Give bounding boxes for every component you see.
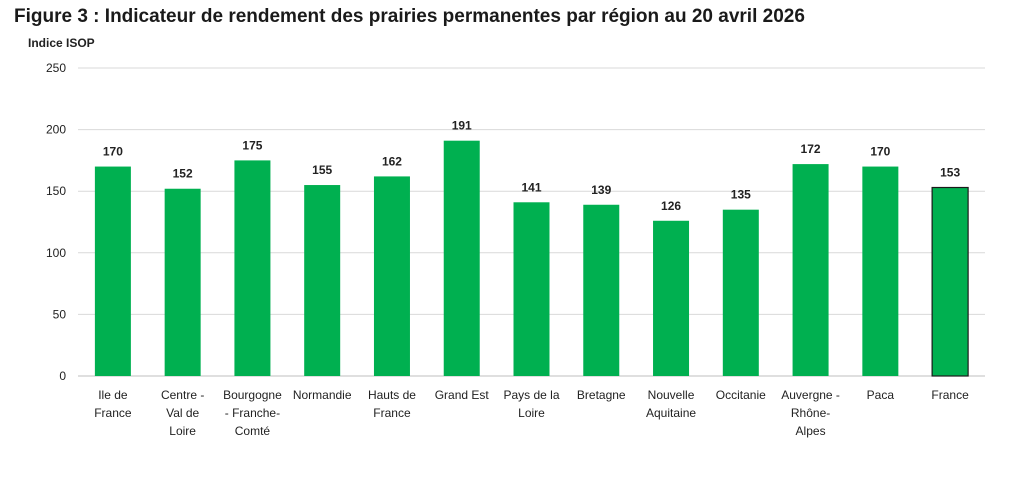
category-label: Bourgogne - Franche-Comté bbox=[223, 388, 282, 438]
y-axis-label: Indice ISOP bbox=[28, 36, 95, 50]
data-label: 162 bbox=[382, 154, 402, 168]
category-label: Paca bbox=[867, 388, 895, 402]
category-labels: Ile de France Centre -Val de Loire Bourgogne… bbox=[94, 388, 969, 438]
bar bbox=[653, 220, 690, 376]
bar bbox=[862, 166, 899, 376]
bar bbox=[304, 185, 341, 376]
bar bbox=[792, 164, 829, 376]
y-tick-label: 250 bbox=[46, 61, 66, 75]
data-label: 152 bbox=[173, 167, 193, 181]
bar bbox=[931, 186, 969, 377]
bar bbox=[513, 202, 550, 376]
data-label: 135 bbox=[731, 188, 751, 202]
category-label: Normandie bbox=[293, 388, 352, 402]
y-tick-label: 50 bbox=[53, 307, 67, 321]
category-label: Grand Est bbox=[435, 388, 490, 402]
y-tick-label: 0 bbox=[59, 369, 66, 383]
bar bbox=[164, 188, 201, 376]
data-labels: 170 152 175 155 162 191 141 139 126 135 172 170 153 bbox=[103, 119, 961, 213]
bar bbox=[234, 160, 271, 376]
bar bbox=[722, 209, 759, 376]
data-label: 170 bbox=[103, 145, 123, 159]
category-label: France bbox=[931, 388, 969, 402]
category-label: Pays de la Loire bbox=[503, 388, 559, 420]
category-label: Occitanie bbox=[716, 388, 766, 402]
data-label: 153 bbox=[940, 166, 960, 180]
bar bbox=[443, 140, 480, 376]
bar bbox=[94, 166, 131, 376]
figure-title: Figure 3 : Indicateur de rendement des p… bbox=[14, 6, 805, 27]
y-tick-label: 150 bbox=[46, 184, 66, 198]
bar bbox=[373, 176, 410, 376]
bar bbox=[583, 204, 620, 376]
bars bbox=[94, 140, 969, 377]
y-tick-label: 200 bbox=[46, 123, 66, 137]
category-label: Centre -Val de Loire bbox=[161, 388, 204, 438]
data-label: 141 bbox=[521, 180, 541, 194]
category-label: Hauts de France bbox=[368, 388, 416, 420]
data-label: 170 bbox=[870, 145, 890, 159]
category-label: Nouvelle Aquitaine bbox=[646, 388, 696, 420]
data-label: 126 bbox=[661, 199, 681, 213]
data-label: 175 bbox=[242, 138, 262, 152]
category-label: Ile de France bbox=[94, 388, 132, 420]
data-label: 155 bbox=[312, 163, 332, 177]
category-label: Auvergne -Rhône-Alpes bbox=[781, 388, 840, 438]
data-label: 172 bbox=[801, 142, 821, 156]
y-tick-label: 100 bbox=[46, 246, 66, 260]
data-label: 191 bbox=[452, 119, 472, 133]
category-label: Bretagne bbox=[577, 388, 626, 402]
data-label: 139 bbox=[591, 183, 611, 197]
y-axis: 0 50 100 150 200 250 bbox=[46, 61, 66, 383]
